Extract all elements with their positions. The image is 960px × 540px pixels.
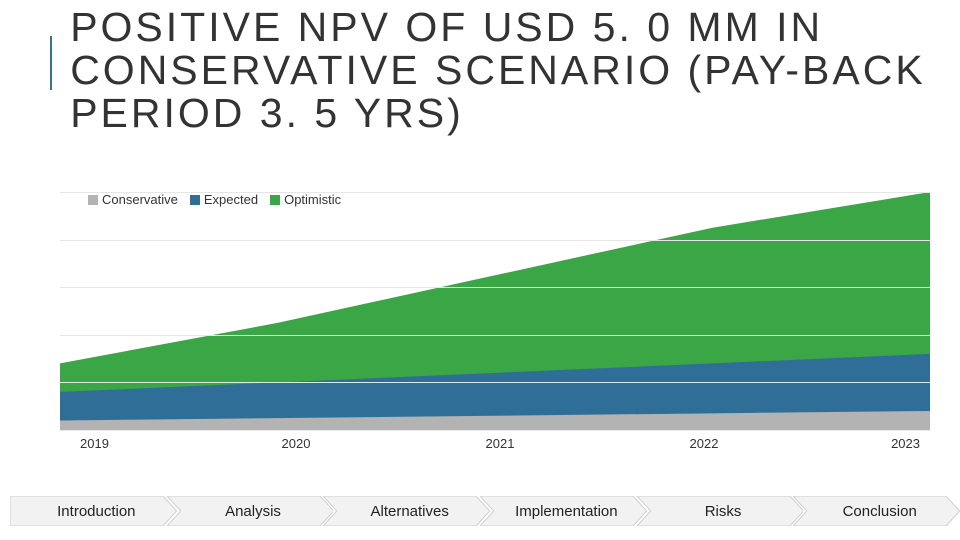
page-title: POSITIVE NPV OF USD 5. 0 MM IN CONSERVAT… (70, 6, 960, 135)
nav-step-label: Introduction (10, 496, 177, 526)
legend-swatch (190, 195, 200, 205)
chart-gridline (60, 335, 930, 336)
title-accent-bar (50, 36, 52, 90)
nav-step-label: Analysis (167, 496, 334, 526)
nav-step-risks[interactable]: Risks (637, 496, 804, 526)
x-tick-label: 2020 (224, 436, 428, 451)
legend-label: Expected (204, 192, 258, 207)
nav-step-introduction[interactable]: Introduction (10, 496, 177, 526)
x-tick-label: 2022 (572, 436, 776, 451)
legend-item: Conservative (88, 192, 178, 207)
legend-item: Expected (190, 192, 258, 207)
slide: POSITIVE NPV OF USD 5. 0 MM IN CONSERVAT… (0, 0, 960, 540)
x-tick-label: 2023 (776, 436, 930, 451)
nav-step-label: Risks (637, 496, 804, 526)
nav-step-alternatives[interactable]: Alternatives (323, 496, 490, 526)
legend-label: Optimistic (284, 192, 341, 207)
chart-plot (60, 192, 930, 430)
nav-step-label: Alternatives (323, 496, 490, 526)
nav-step-conclusion[interactable]: Conclusion (793, 496, 960, 526)
chart-legend: Conservative Expected Optimistic (88, 192, 341, 207)
chart-gridline (60, 287, 930, 288)
area-chart-svg (60, 192, 930, 430)
nav-step-label: Implementation (480, 496, 647, 526)
nav-step-label: Conclusion (793, 496, 960, 526)
x-tick-label: 2019 (60, 436, 224, 451)
title-block: POSITIVE NPV OF USD 5. 0 MM IN CONSERVAT… (50, 6, 960, 135)
legend-item: Optimistic (270, 192, 341, 207)
chart-gridline (60, 382, 930, 383)
legend-swatch (270, 195, 280, 205)
chart-x-axis: 2019 2020 2021 2022 2023 (60, 436, 930, 451)
chart-gridline (60, 240, 930, 241)
nav-step-analysis[interactable]: Analysis (167, 496, 334, 526)
nav-step-implementation[interactable]: Implementation (480, 496, 647, 526)
chart-gridline (60, 430, 930, 431)
npv-area-chart: 2019 2020 2021 2022 2023 (60, 192, 930, 452)
x-tick-label: 2021 (428, 436, 572, 451)
legend-label: Conservative (102, 192, 178, 207)
legend-swatch (88, 195, 98, 205)
breadcrumb-nav: Introduction Analysis Alternatives Imple… (10, 496, 950, 526)
